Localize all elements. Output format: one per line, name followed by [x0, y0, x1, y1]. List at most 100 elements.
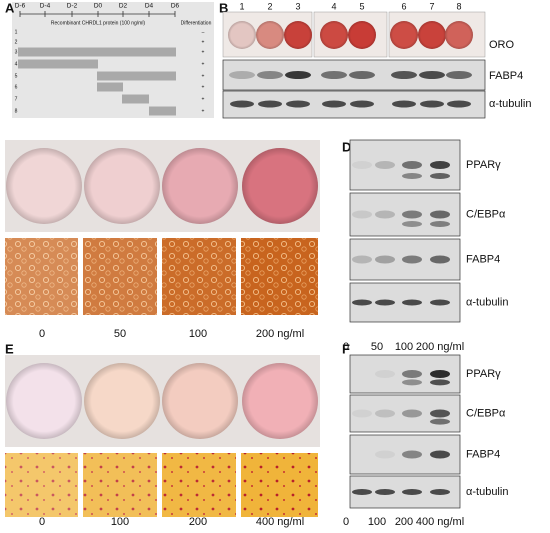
micrograph — [162, 238, 236, 315]
blot-label: PPARγ — [466, 159, 501, 171]
differentiation-value: + — [202, 61, 205, 67]
concentration-label: 200 ng/ml — [416, 341, 464, 353]
blot-band — [402, 255, 422, 264]
treatment-bar — [149, 106, 176, 116]
plate-well-rim — [6, 363, 82, 439]
differentiation-value: + — [202, 84, 205, 90]
plate-well-rim — [6, 148, 82, 224]
concentration-label: 100 — [395, 341, 413, 353]
row-label: 8 — [15, 108, 18, 114]
row-label: 4 — [15, 61, 18, 67]
concentration-label: 0 — [39, 516, 45, 528]
blot-band — [402, 299, 422, 306]
blot-label: FABP4 — [489, 70, 523, 82]
lane-label: 4 — [331, 1, 336, 11]
blot-band — [430, 409, 450, 418]
concentration-label: 100 — [111, 516, 129, 528]
blot-band — [402, 370, 422, 378]
concentration-label: 400 ng/ml — [256, 516, 304, 528]
panel-label: A — [5, 0, 15, 15]
differentiation-value: – — [202, 29, 205, 35]
blot-band — [402, 161, 422, 169]
blot-band — [446, 71, 472, 79]
treatment-header: Recombinant CHRDL1 protein (100 ng/ml) — [51, 20, 146, 26]
blot-band — [430, 210, 450, 219]
differentiation-value: + — [202, 73, 205, 79]
treatment-bar — [18, 59, 98, 69]
oro-well-rim — [445, 21, 473, 49]
timepoint-label: D-2 — [67, 3, 78, 10]
oro-well-rim — [348, 21, 376, 49]
panel-label: D — [342, 139, 351, 154]
blot-band — [430, 299, 450, 306]
blot-band — [375, 489, 395, 495]
treatment-bar — [18, 47, 176, 57]
timepoint-label: D4 — [145, 3, 154, 10]
row-label: 2 — [15, 39, 18, 45]
blot-band — [352, 161, 372, 169]
plate-well-rim — [162, 148, 238, 224]
blot-band — [285, 71, 311, 79]
concentration-label: 400 ng/ml — [416, 516, 464, 528]
blot-band — [430, 450, 450, 459]
micrograph — [5, 453, 78, 517]
blot-band — [375, 450, 395, 459]
blot-band — [430, 489, 450, 495]
differentiation-value: + — [202, 96, 205, 102]
blot-band — [402, 220, 422, 227]
blot-label: α-tubulin — [466, 486, 508, 498]
blot-band — [447, 100, 471, 108]
differentiation-value: + — [202, 108, 205, 114]
lane-label: 5 — [359, 1, 364, 11]
blot-band — [375, 409, 395, 418]
timepoint-label: D6 — [171, 3, 180, 10]
blot-band — [402, 173, 422, 179]
blot-band — [402, 489, 422, 495]
blot-band — [430, 379, 450, 386]
blot-label: PPARγ — [466, 368, 501, 380]
panel-label: B — [219, 0, 228, 15]
blot-label: α-tubulin — [466, 296, 508, 308]
blot-band — [352, 489, 372, 495]
blot-band — [350, 100, 374, 108]
lane-label: 7 — [429, 1, 434, 11]
blot-label: C/EBPα — [466, 208, 506, 220]
concentration-label: 100 — [189, 328, 207, 340]
timepoint-label: D-6 — [15, 3, 26, 10]
plate-well-rim — [242, 363, 318, 439]
row-label: 1 — [15, 29, 18, 35]
micrograph — [241, 238, 318, 315]
oro-well-rim — [390, 21, 418, 49]
concentration-label: 0 — [39, 328, 45, 340]
differentiation-value: + — [202, 49, 205, 55]
blot-label: α-tubulin — [489, 98, 531, 110]
blot-band — [352, 299, 372, 306]
blot-band — [286, 100, 310, 108]
treatment-bar — [122, 94, 149, 104]
treatment-bar — [97, 82, 123, 92]
concentration-label: 0 — [343, 516, 349, 528]
micrograph — [83, 238, 157, 315]
blot-label: C/EBPα — [466, 407, 506, 419]
blot-band — [402, 450, 422, 459]
row-label: 5 — [15, 73, 18, 79]
blot-band — [430, 173, 450, 179]
blot-band — [257, 71, 283, 79]
oro-well-rim — [418, 21, 446, 49]
blot-band — [430, 255, 450, 264]
concentration-label: 200 ng/ml — [256, 328, 304, 340]
blot-band — [375, 161, 395, 169]
blot-label: FABP4 — [466, 448, 500, 460]
blot-band — [375, 299, 395, 306]
concentration-label: 200 — [189, 516, 207, 528]
plate-well-rim — [242, 148, 318, 224]
blot-band — [430, 161, 450, 169]
row-label: 6 — [15, 84, 18, 90]
blot-band — [375, 255, 395, 264]
concentration-label: 100 — [368, 516, 386, 528]
panel-label: F — [342, 341, 350, 356]
blot-band — [430, 220, 450, 227]
row-label: 7 — [15, 96, 18, 102]
lane-label: 8 — [456, 1, 461, 11]
timepoint-label: D2 — [119, 3, 128, 10]
